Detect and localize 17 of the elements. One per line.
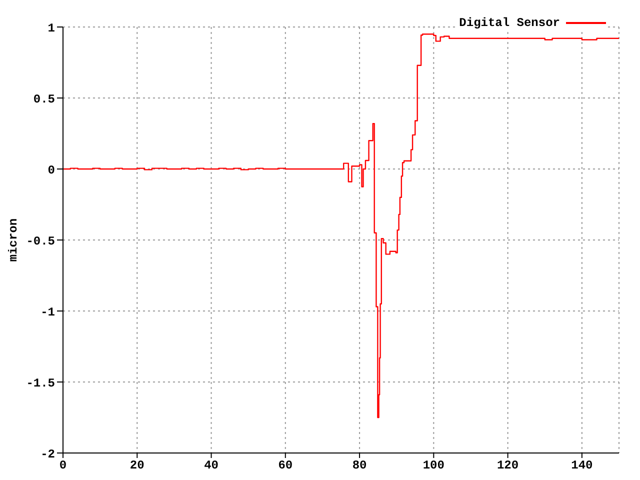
legend-label: Digital Sensor <box>459 16 560 30</box>
y-tick-label: 0.5 <box>33 92 55 106</box>
y-tick-label: -1 <box>40 305 55 320</box>
y-axis-title: micron <box>6 218 20 262</box>
y-tick-label: 1 <box>48 21 55 36</box>
x-tick-label: 140 <box>571 458 593 473</box>
x-tick-label: 120 <box>496 458 519 473</box>
y-tick-label: 0 <box>48 163 55 178</box>
x-tick-label: 100 <box>422 458 444 473</box>
y-tick-label: -2 <box>40 447 55 462</box>
y-tick-label: -1.5 <box>26 376 55 390</box>
y-tick-label: -0.5 <box>26 234 55 248</box>
x-tick-label: 20 <box>130 458 144 473</box>
x-tick-label: 40 <box>204 458 218 473</box>
x-tick-label: 0 <box>59 458 67 473</box>
x-tick-label: 80 <box>352 458 367 473</box>
x-tick-label: 60 <box>278 458 293 473</box>
